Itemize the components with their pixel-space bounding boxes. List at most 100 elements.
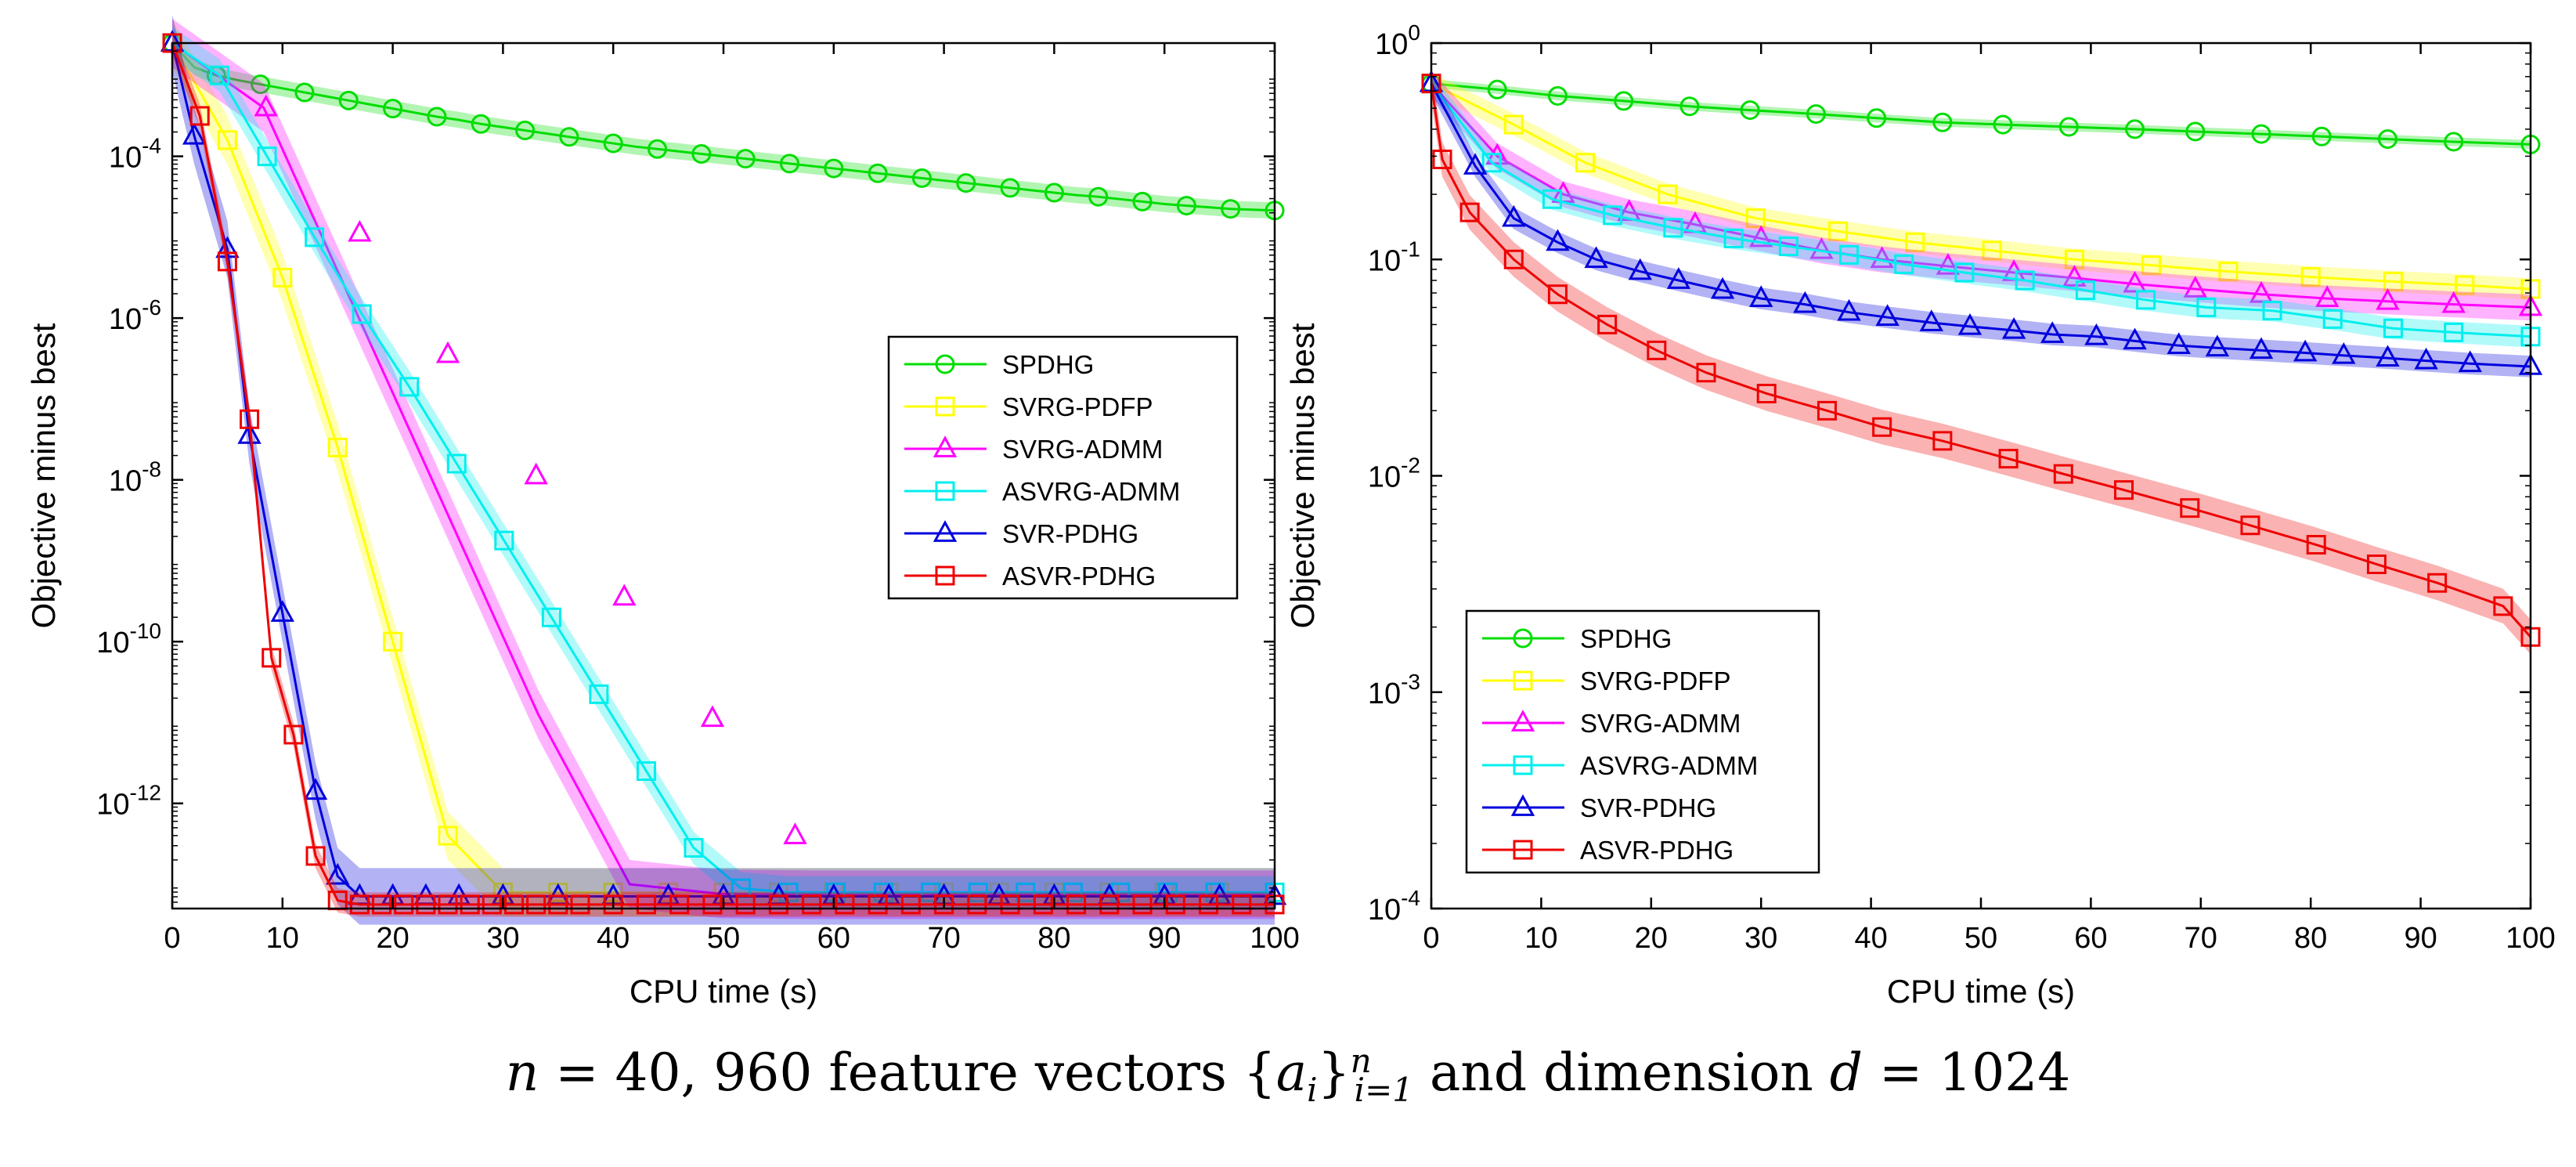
marker-asvr-pdhg <box>162 33 182 53</box>
line-svr-pdhg <box>1430 82 2531 368</box>
legend-marker <box>935 396 955 417</box>
marker-svrg-pdfp <box>1905 232 1925 252</box>
marker-asvr-pdhg <box>217 251 237 272</box>
marker-asvrg-admm <box>210 65 230 85</box>
marker-svrg-admm <box>254 94 278 117</box>
band-spdhg <box>1431 79 2531 149</box>
marker-spdhg <box>779 154 799 174</box>
line-spdhg <box>1431 82 2531 146</box>
caption-d: d <box>1829 1042 1863 1103</box>
y-axis-label: Objective minus best <box>1284 323 1321 628</box>
marker-svrg-admm <box>1809 237 1834 259</box>
marker-spdhg <box>1132 191 1153 211</box>
series-asvrg-admm <box>1421 72 2541 348</box>
marker-svr-pdhg <box>237 421 262 444</box>
marker-asvrg-admm <box>305 227 325 247</box>
marker-asvr-pdhg <box>2240 515 2260 536</box>
marker-asvrg-admm <box>2322 309 2343 329</box>
marker-svrg-admm <box>1870 246 1894 269</box>
marker-asvr-pdhg <box>2114 480 2134 500</box>
marker-spdhg <box>868 163 888 183</box>
marker-asvr-pdhg <box>503 894 524 915</box>
marker-spdhg <box>1614 91 1634 111</box>
marker-asvr-pdhg <box>868 894 888 915</box>
marker-spdhg <box>691 143 712 164</box>
line-asvr-pdhg <box>1430 83 2532 638</box>
marker-svr-pdhg <box>1837 298 1861 321</box>
marker-spdhg <box>427 107 447 127</box>
marker-asvr-pdhg <box>967 894 987 915</box>
marker-asvr-pdhg <box>636 894 656 915</box>
x-tick-label: 40 <box>597 922 630 955</box>
marker-asvr-pdhg <box>1199 894 1219 915</box>
caption-a-sub: i <box>1307 1071 1318 1110</box>
marker-svrg-admm <box>612 584 637 606</box>
legend-box <box>1465 609 1820 874</box>
marker-asvr-pdhg <box>1696 363 1716 383</box>
marker-spdhg <box>2377 129 2397 150</box>
marker-svr-pdhg <box>2040 321 2065 343</box>
x-tick-label: 80 <box>1037 922 1070 955</box>
line-svrg-admm <box>171 42 1275 896</box>
marker-asvr-pdhg <box>283 724 304 745</box>
series-svrg-admm <box>171 19 1275 920</box>
marker-svrg-pdfp <box>438 826 458 846</box>
legend-marker <box>1510 794 1535 816</box>
marker-svr-pdhg <box>1584 246 1608 269</box>
marker-asvr-pdhg <box>305 846 326 866</box>
marker-asvr-pdhg <box>1099 894 1120 915</box>
marker-asvr-pdhg <box>416 894 436 915</box>
marker-asvr-pdhg <box>548 894 568 915</box>
marker-svr-pdhg <box>1628 258 1652 280</box>
chart-panel-1: 0 10 20 30 40 50 60 70 80 90 100 CPU time (s) 10-4 10… <box>25 14 1300 1010</box>
x-tick-label: 20 <box>376 922 409 955</box>
band-spdhg <box>172 34 1275 219</box>
marker-asvr-pdhg <box>1503 249 1524 269</box>
marker-asvrg-admm <box>1954 262 1975 283</box>
marker-spdhg <box>383 99 403 119</box>
x-tick-label: 60 <box>2074 922 2107 955</box>
marker-svrg-pdfp <box>1827 221 1848 241</box>
marker-svr-pdhg <box>1666 267 1691 289</box>
caption-eq1: = 40, 960 feature vectors { <box>539 1042 1276 1103</box>
marker-svrg-admm <box>2123 270 2147 293</box>
marker-asvr-pdhg <box>1033 894 1053 915</box>
marker-spdhg <box>1679 96 1700 117</box>
x-tick-label: 30 <box>1744 922 1777 955</box>
legend-label: SVRG-PDFP <box>1002 392 1153 421</box>
marker-asvr-pdhg <box>2053 464 2073 484</box>
marker-spdhg <box>1993 114 2013 135</box>
marker-asvr-pdhg <box>1132 894 1153 915</box>
marker-asvrg-admm <box>257 146 277 167</box>
series-svr-pdhg <box>1419 70 2543 378</box>
y-tick-label: 10-3 <box>1368 670 1420 710</box>
x-tick-label: 50 <box>1964 922 1997 955</box>
marker-svr-pdhg <box>2167 332 2191 355</box>
marker-svrg-pdfp <box>2455 275 2475 295</box>
legend-marker <box>933 435 958 457</box>
marker-svrg-pdfp <box>2141 255 2162 276</box>
marker-svrg-admm <box>1936 253 1961 275</box>
x-tick-label: 40 <box>1854 922 1887 955</box>
series-svrg-pdfp <box>1421 72 2541 300</box>
figure-caption: n = 40, 960 feature vectors {ai}ni=1 and… <box>0 1042 2576 1109</box>
marker-spdhg <box>648 139 668 159</box>
legend: SPDHG SVRG-PDFP SVRG-ADMM ASVRG-ADMM SVR-PDH… <box>1465 609 1820 874</box>
marker-asvr-pdhg <box>1459 202 1480 222</box>
caption-middle: and dimension <box>1413 1042 1830 1103</box>
y-tick-label: 10-4 <box>109 134 161 175</box>
marker-svrg-pdfp <box>217 130 237 150</box>
legend: SPDHG SVRG-PDFP SVRG-ADMM ASVRG-ADMM SVR-PDH… <box>887 335 1239 600</box>
caption-n: n <box>505 1042 539 1103</box>
y-axis-label: Objective minus best <box>25 323 62 628</box>
caption-eq2: = 1024 <box>1863 1042 2071 1103</box>
marker-spdhg <box>1487 79 1507 99</box>
marker-asvr-pdhg <box>372 894 392 915</box>
marker-svr-pdhg <box>270 600 294 622</box>
marker-spdhg <box>2125 119 2145 139</box>
marker-svr-pdhg <box>1957 313 1983 335</box>
legend-label: ASVRG-ADMM <box>1002 477 1180 506</box>
marker-svrg-admm <box>2183 276 2207 298</box>
marker-spdhg <box>1221 199 1241 219</box>
band-asvrg-admm <box>1431 72 2531 348</box>
